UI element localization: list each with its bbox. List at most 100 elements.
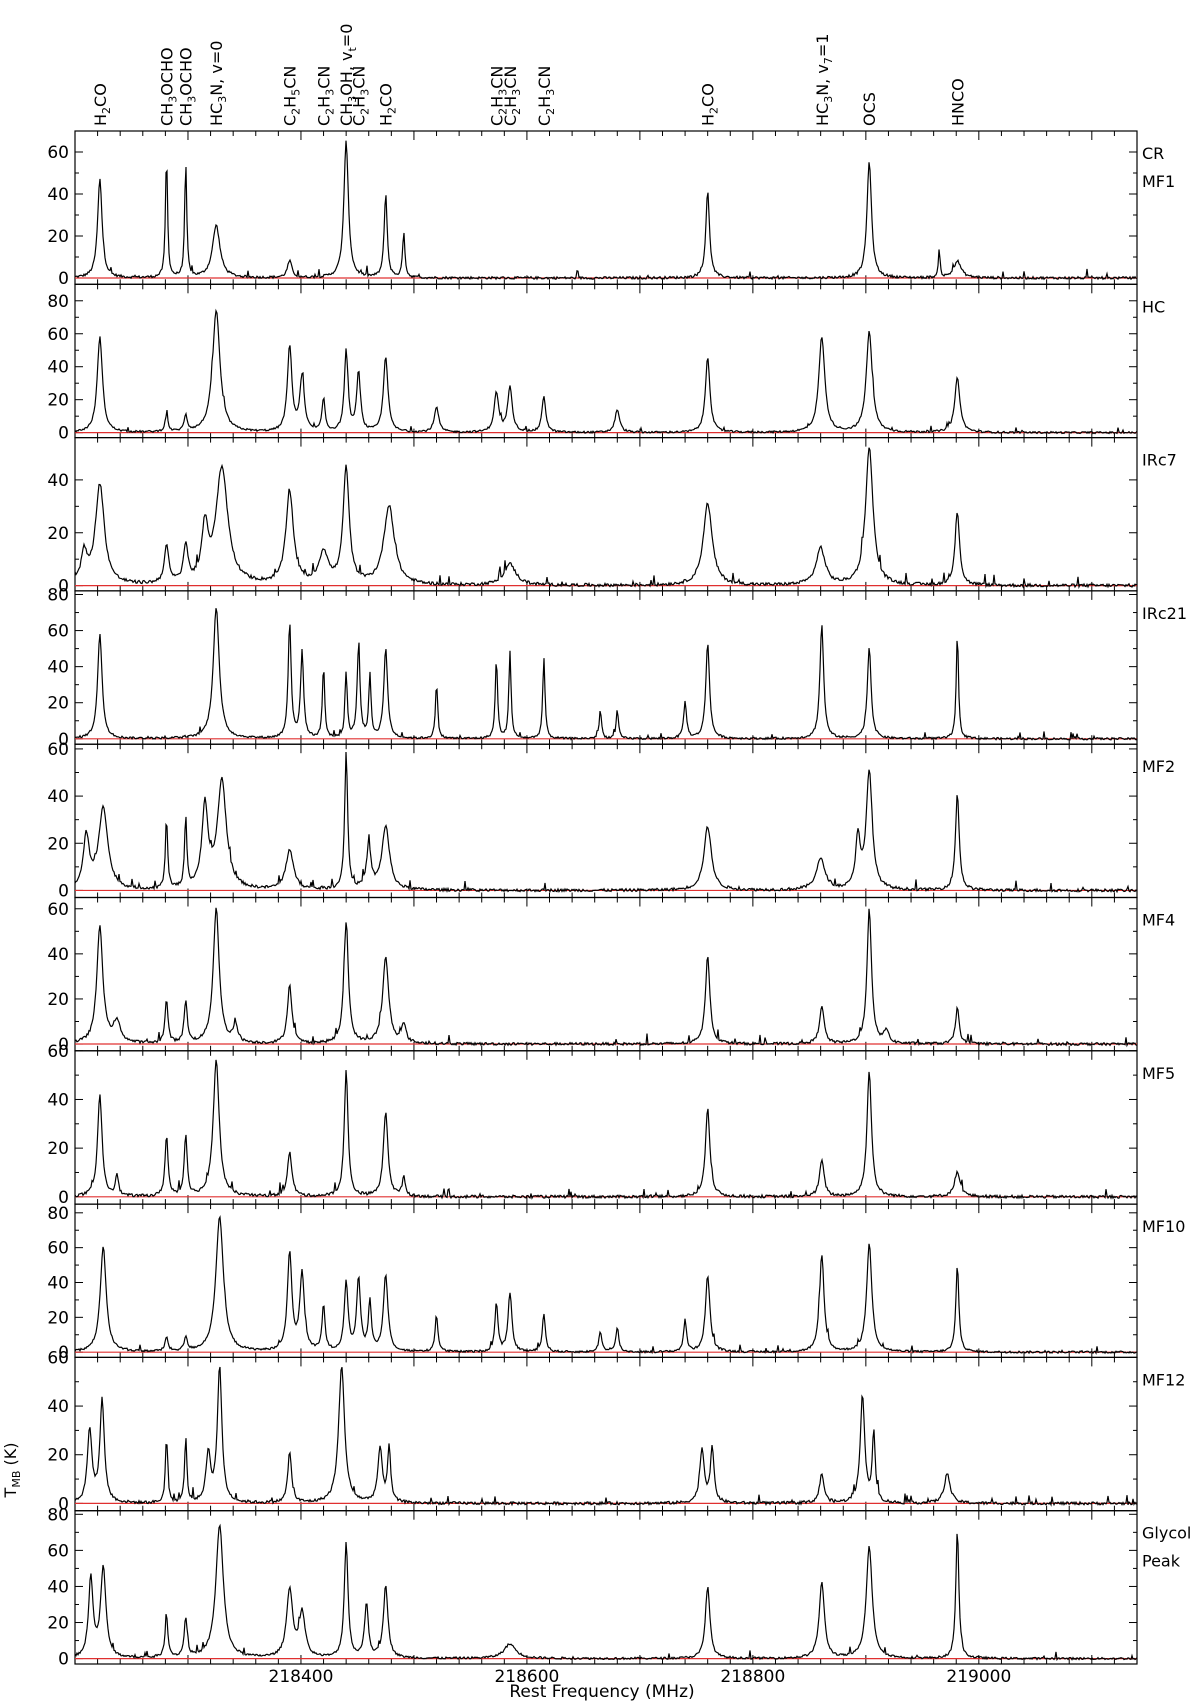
panel-mf4: 0 20 40 60 MF4 <box>47 896 1175 1055</box>
y-tick-label: 60 <box>47 900 69 920</box>
panel-frame <box>74 590 1138 745</box>
panel-frame <box>74 1356 1138 1512</box>
y-tick-label: 0 <box>58 1494 69 1514</box>
panel-frame <box>74 896 1138 1052</box>
y-tick-label: 60 <box>47 1348 69 1368</box>
x-tick-label: 218800 <box>720 1667 785 1687</box>
panel-cr: 0 20 40 60 CR MF1 <box>47 130 1175 289</box>
y-tick-label: 0 <box>58 269 69 289</box>
panel-irc7: 0 20 40 IRc7 <box>47 437 1177 597</box>
y-tick-label: 60 <box>47 740 69 760</box>
panel-hc: 0 20 40 60 80 HC <box>47 283 1165 444</box>
spectrum-line <box>74 447 1138 590</box>
y-axis-label: TMB (K) <box>1 1443 23 1499</box>
line-id-label: H2CO <box>699 83 721 126</box>
panel-glycol: 0 20 40 60 80 Glycol Peak <box>47 1505 1191 1669</box>
y-tick-label: 20 <box>47 1308 69 1328</box>
panel-label: CR <box>1142 144 1164 163</box>
y-tick-label: 60 <box>47 325 69 345</box>
y-tick-label: 20 <box>47 694 69 714</box>
panel-label: MF10 <box>1142 1217 1185 1236</box>
y-tick-label: 20 <box>47 1614 69 1634</box>
x-axis-label: Rest Frequency (MHz) <box>509 1682 694 1701</box>
y-tick-label: 80 <box>47 586 69 606</box>
x-axis: 218400 218600 218800 219000 <box>269 1667 1012 1687</box>
panel-label: Glycol <box>1142 1524 1191 1543</box>
spectrum-line <box>74 308 1138 435</box>
y-axis-label-sub: MB <box>10 1471 23 1488</box>
spectrum-line <box>74 1214 1138 1355</box>
spectrum-line <box>74 1523 1138 1662</box>
line-id-label: C2H3CN <box>535 66 557 126</box>
spectrum-line <box>74 140 1138 281</box>
panel-irc21: 0 20 40 60 80 IRc21 <box>47 586 1187 750</box>
line-id-label: HC3N, v7=1 <box>813 34 835 126</box>
y-tick-label: 20 <box>47 227 69 247</box>
line-id-label: C2H3CN <box>501 66 523 126</box>
y-tick-label: 20 <box>47 1446 69 1466</box>
line-id-label: C2H3CN <box>350 66 372 126</box>
panel-label: MF2 <box>1142 757 1175 776</box>
panel-label: MF12 <box>1142 1370 1185 1389</box>
line-id-label: CH3OH, vt=0 <box>337 24 359 126</box>
y-tick-label: 80 <box>47 1505 69 1525</box>
y-tick-label: 40 <box>47 945 69 965</box>
y-tick-label: 60 <box>47 1541 69 1561</box>
y-axis-label-unit: (K) <box>1 1443 20 1471</box>
spectrum-line <box>74 751 1138 894</box>
panel-label: MF4 <box>1142 911 1175 930</box>
y-tick-label: 60 <box>47 622 69 642</box>
panel-label-secondary: MF1 <box>1142 172 1175 191</box>
panel-label: IRc7 <box>1142 451 1177 470</box>
y-tick-label: 40 <box>47 185 69 205</box>
panel-frame <box>74 1510 1138 1665</box>
x-tick-label: 218600 <box>494 1667 559 1687</box>
panel-mf5: 0 20 40 60 MF5 <box>47 1042 1175 1208</box>
y-tick-label: 0 <box>58 1343 69 1363</box>
y-tick-label: 0 <box>58 1188 69 1208</box>
y-tick-label: 0 <box>58 881 69 901</box>
panel-mf2: 0 20 40 60 MF2 <box>47 740 1175 902</box>
panel-label-secondary: Peak <box>1142 1552 1181 1571</box>
panel-frame <box>74 1050 1138 1205</box>
y-tick-label: 80 <box>47 292 69 312</box>
y-tick-label: 40 <box>47 358 69 378</box>
line-id-label: C2H3CN <box>315 66 337 126</box>
panel-frame <box>74 130 1138 285</box>
y-tick-label: 40 <box>47 1577 69 1597</box>
y-tick-label: 0 <box>58 424 69 444</box>
y-tick-label: 60 <box>47 1042 69 1062</box>
x-tick-label: 219000 <box>946 1667 1011 1687</box>
y-tick-label: 40 <box>47 471 69 491</box>
spectrum-line <box>74 1366 1138 1507</box>
line-id-label: OCS <box>860 92 879 126</box>
panel-frame <box>74 437 1138 592</box>
y-tick-label: 80 <box>47 1204 69 1224</box>
line-id-label: C2H5CN <box>281 66 303 126</box>
y-tick-label: 40 <box>47 1090 69 1110</box>
line-id-label: CH3OCHO <box>177 47 199 126</box>
panel-mf12: 0 20 40 60 MF12 <box>47 1348 1185 1514</box>
panel-label: IRc21 <box>1142 604 1187 623</box>
spectrum-line <box>74 907 1138 1048</box>
panel-frame <box>74 1203 1138 1358</box>
panel-label: MF5 <box>1142 1064 1175 1083</box>
y-tick-label: 40 <box>47 787 69 807</box>
y-tick-label: 20 <box>47 1139 69 1159</box>
panel-label: HC <box>1142 297 1165 316</box>
line-id-label: C2H3CN <box>487 66 509 126</box>
y-tick-label: 20 <box>47 391 69 411</box>
y-tick-label: 0 <box>58 1650 69 1670</box>
x-tick-label: 218400 <box>269 1667 334 1687</box>
y-tick-label: 60 <box>47 1239 69 1259</box>
y-tick-label: 0 <box>58 1035 69 1055</box>
y-tick-label: 20 <box>47 990 69 1010</box>
panel-mf10: 0 20 40 60 80 MF10 <box>47 1203 1185 1363</box>
line-id-label: HC3N, v=0 <box>207 41 229 126</box>
panel-frame <box>74 283 1138 439</box>
y-tick-label: 20 <box>47 834 69 854</box>
y-tick-label: 40 <box>47 1273 69 1293</box>
line-id-label: H2CO <box>91 83 113 126</box>
spectrum-line <box>74 608 1138 741</box>
